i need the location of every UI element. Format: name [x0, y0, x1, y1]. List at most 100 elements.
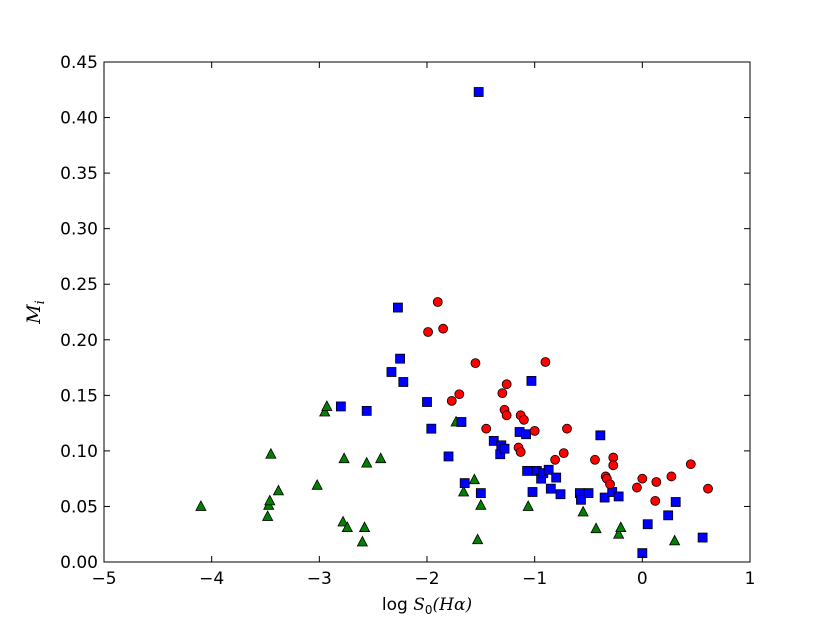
y-tick-label: 0.45 [60, 53, 98, 73]
data-point-square [426, 423, 437, 434]
y-tick-label: 0.10 [60, 442, 98, 462]
data-point-square [393, 302, 403, 313]
y-axis-label: Mi [23, 300, 48, 325]
data-point-circle [608, 460, 619, 471]
data-point-triangle [264, 494, 276, 506]
data-point-triangle [356, 535, 369, 547]
data-point-triangle [590, 522, 602, 534]
x-axis-label-prefix: log [382, 595, 413, 615]
data-point-square [583, 488, 594, 499]
data-point-square [613, 491, 624, 502]
data-point-triangle [338, 452, 350, 464]
x-tick-label: −3 [307, 569, 332, 589]
data-point-triangle [612, 527, 625, 539]
data-point-triangle [319, 405, 331, 417]
data-point-triangle [195, 500, 207, 511]
data-point-circle [632, 482, 642, 493]
data-point-triangle [265, 447, 277, 459]
data-point-triangle [522, 500, 534, 511]
data-point-triangle [321, 400, 333, 411]
data-point-square [663, 510, 674, 521]
y-axis-ticks: 0.00 0.05 0.10 0.15 0.20 0.25 0.30 0.35 0.40 0.45 [60, 53, 750, 573]
data-point-triangle [341, 521, 353, 532]
data-point-circle [446, 395, 457, 406]
data-point-square [697, 532, 708, 543]
data-point-triangle [475, 498, 487, 510]
y-axis-label-subscript: i [33, 300, 48, 304]
data-point-circle [703, 483, 713, 494]
data-point-triangle [577, 505, 589, 517]
data-point-circle [562, 423, 572, 434]
data-point-circle [685, 459, 696, 470]
data-point-square [459, 478, 470, 489]
y-tick-label: 0.15 [60, 386, 98, 406]
data-point-triangle [615, 521, 627, 532]
data-point-circle [423, 327, 433, 337]
data-point-circle [666, 471, 677, 482]
data-point-square [543, 464, 554, 475]
data-point-square [395, 353, 405, 364]
data-point-circle [470, 358, 481, 369]
x-axis-label-symbol: S [413, 595, 425, 615]
data-point-circle [590, 454, 600, 465]
data-point-circle [650, 495, 661, 506]
x-tick-label: 0 [637, 569, 648, 589]
x-tick-label: 1 [745, 569, 756, 589]
data-point-square [526, 375, 537, 386]
data-point-square [599, 492, 610, 503]
data-point-square [361, 405, 372, 416]
data-point-triangle [272, 484, 285, 496]
data-point-circle [529, 425, 540, 436]
data-point-square [521, 429, 531, 440]
data-point-circle [519, 414, 529, 425]
data-point-triangle [311, 478, 323, 490]
data-point-circle [558, 448, 569, 459]
data-point-square [595, 430, 606, 441]
data-point-triangle [358, 521, 371, 532]
data-point-square [499, 443, 510, 454]
data-point-square [335, 401, 346, 412]
x-tick-label: −2 [414, 569, 439, 589]
data-point-circle [550, 454, 561, 465]
x-axis-label-suffix: (Hα) [433, 595, 473, 615]
data-point-square [398, 377, 409, 387]
data-point-triangle [457, 485, 470, 497]
data-point-circle [540, 357, 551, 367]
data-point-circle [501, 410, 512, 421]
y-axis-label-symbol: M [23, 304, 45, 325]
data-point-square [555, 489, 566, 500]
data-point-triangle [337, 515, 349, 527]
x-tick-label: −1 [522, 569, 547, 589]
y-tick-label: 0.35 [60, 164, 98, 184]
data-point-circle [605, 479, 615, 490]
y-tick-label: 0.40 [60, 109, 98, 129]
data-markers [195, 87, 713, 559]
x-axis-label-subscript: 0 [425, 603, 433, 617]
data-point-square [475, 488, 486, 499]
data-point-square [456, 417, 467, 427]
data-point-square [642, 519, 653, 530]
x-tick-label: −5 [91, 569, 116, 589]
data-point-circle [454, 389, 465, 400]
plot-frame [103, 61, 751, 563]
data-point-triangle [261, 510, 274, 521]
data-point-circle [432, 297, 443, 307]
data-point-triangle [468, 473, 481, 485]
data-point-circle [651, 477, 662, 487]
data-point-circle [637, 473, 648, 484]
x-axis-ticks: −5 −4 −3 −2 −1 0 1 [91, 62, 755, 589]
y-tick-label: 0.00 [60, 553, 98, 573]
y-tick-label: 0.30 [60, 220, 98, 240]
data-point-triangle [361, 456, 373, 468]
data-point-circle [497, 388, 508, 399]
data-point-circle [501, 379, 512, 390]
data-point-square [422, 397, 432, 407]
data-point-circle [515, 447, 526, 457]
x-axis-label: log S0(Hα) [382, 595, 472, 617]
y-tick-label: 0.05 [60, 497, 98, 517]
data-point-circle [438, 323, 449, 334]
data-point-triangle [375, 452, 387, 464]
x-tick-label: −4 [199, 569, 224, 589]
y-tick-label: 0.20 [60, 331, 98, 351]
